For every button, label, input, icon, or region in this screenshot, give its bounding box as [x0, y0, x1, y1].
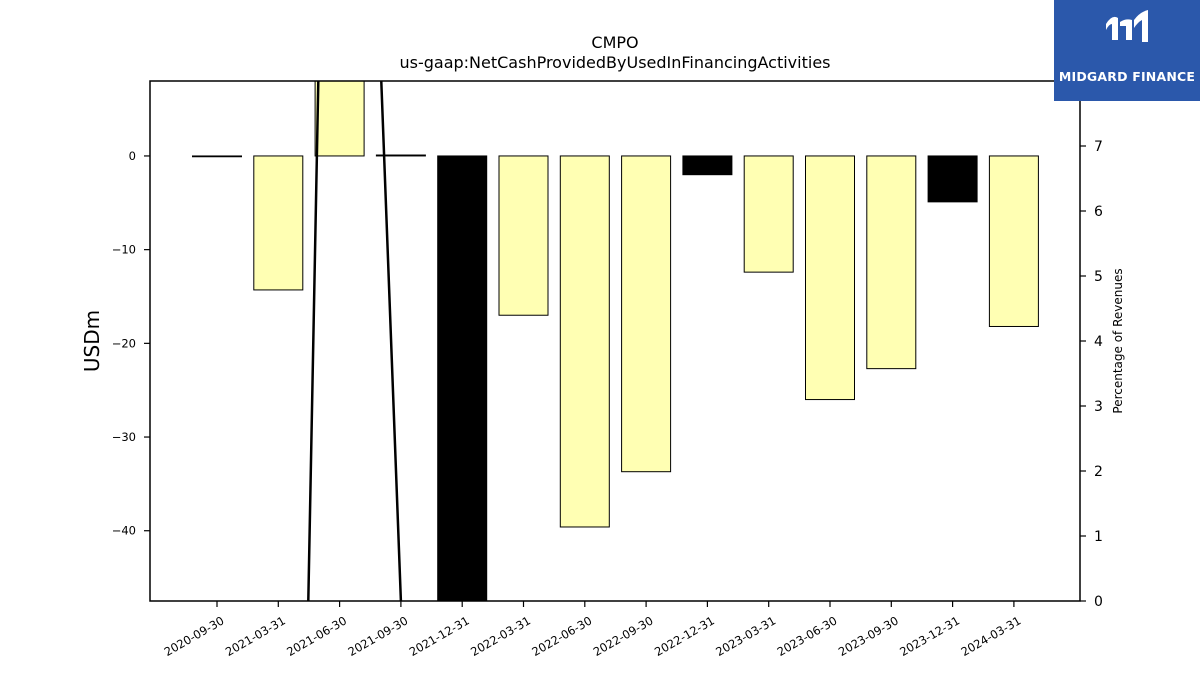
y2-tick-label: 7 — [1094, 139, 1103, 155]
y-tick-label: −20 — [112, 336, 136, 350]
bar-2022-06-30 — [559, 155, 610, 528]
midgard-logo-icon — [1106, 10, 1148, 42]
x-tick-label: 2022-03-31 — [468, 613, 533, 659]
y-tick-label: −10 — [112, 243, 136, 257]
x-tick-label: 2021-03-31 — [223, 613, 288, 659]
bar-2021-12-31 — [437, 155, 488, 601]
bar-2022-03-31 — [498, 155, 549, 316]
y2-tick-label: 6 — [1094, 204, 1103, 220]
x-tick-label: 2021-09-30 — [346, 613, 411, 659]
bar-2022-12-31 — [682, 155, 733, 176]
x-tick-label: 2023-09-30 — [836, 613, 901, 659]
logo-text: MIDGARD FINANCE — [1058, 69, 1196, 84]
bar-2021-03-31 — [253, 155, 304, 291]
x-axis: 2020-09-302021-03-312021-06-302021-09-30… — [162, 601, 1024, 659]
y2-tick-label: 3 — [1094, 399, 1103, 415]
y2-tick-label: 0 — [1094, 594, 1103, 610]
bar-2021-06-30 — [314, 81, 365, 157]
y-tick-label: 0 — [129, 149, 136, 163]
x-tick-label: 2022-06-30 — [529, 613, 594, 659]
x-tick-label: 2022-09-30 — [591, 613, 656, 659]
x-tick-label: 2022-12-31 — [652, 613, 717, 659]
y2-axis-label: Percentage of Revenues — [1111, 268, 1125, 413]
y-axis-label: USDm — [80, 310, 104, 372]
bar-2021-09-30 — [375, 154, 426, 157]
bar-2023-12-31 — [927, 155, 978, 203]
bar-2020-09-30 — [192, 155, 242, 158]
x-tick-label: 2023-03-31 — [713, 613, 778, 659]
bar-2022-09-30 — [621, 155, 672, 473]
x-tick-label: 2023-06-30 — [775, 613, 840, 659]
x-tick-label: 2023-12-31 — [897, 613, 962, 659]
bar-2023-09-30 — [866, 155, 917, 370]
chart-subtitle: us-gaap:NetCashProvidedByUsedInFinancing… — [399, 53, 830, 72]
x-tick-label: 2024-03-31 — [959, 613, 1024, 659]
x-tick-label: 2021-12-31 — [407, 613, 472, 659]
midgard-logo: MIDGARD FINANCE — [1054, 0, 1200, 101]
left-axis: 0 −10 −20 −30 −40 — [112, 149, 150, 538]
x-tick-label: 2021-06-30 — [284, 613, 349, 659]
chart-title: CMPO — [591, 33, 638, 52]
x-tick-label: 2020-09-30 — [162, 613, 227, 659]
y2-tick-label: 5 — [1094, 269, 1103, 285]
y-tick-label: −30 — [112, 430, 136, 444]
bar-2023-06-30 — [805, 155, 855, 401]
y2-tick-label: 1 — [1094, 529, 1103, 545]
bars-layer — [192, 81, 1039, 601]
bar-2024-03-31 — [988, 155, 1039, 327]
right-axis: 012345678 — [1080, 74, 1103, 610]
bar-2023-03-31 — [743, 155, 794, 273]
y2-tick-label: 4 — [1094, 334, 1103, 350]
y-tick-label: −40 — [112, 524, 136, 538]
y2-tick-label: 2 — [1094, 464, 1103, 480]
